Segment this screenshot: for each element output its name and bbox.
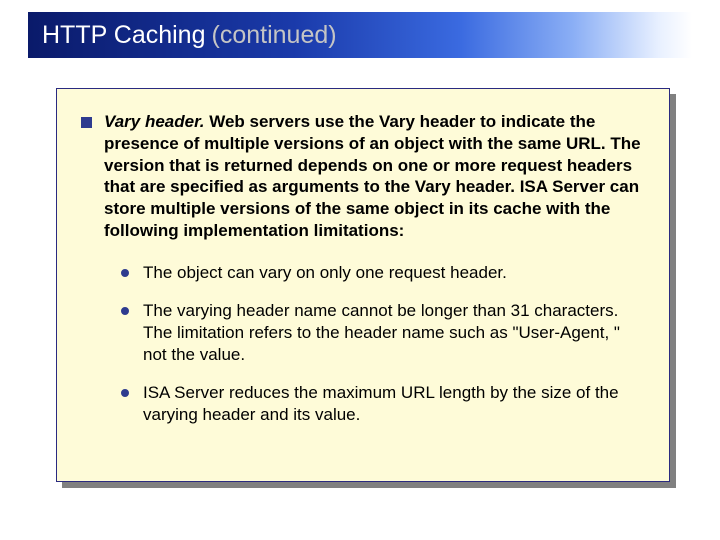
round-bullet-icon	[121, 389, 129, 397]
list-item: ISA Server reduces the maximum URL lengt…	[121, 382, 645, 426]
list-item: The varying header name cannot be longer…	[121, 300, 645, 366]
square-bullet-icon	[81, 117, 92, 128]
main-bullet: Vary header. Web servers use the Vary he…	[81, 111, 645, 242]
list-item: The object can vary on only one request …	[121, 262, 645, 284]
title-bar: HTTP Caching (continued)	[28, 12, 692, 58]
sub-bullet-text-3: ISA Server reduces the maximum URL lengt…	[143, 382, 645, 426]
main-bullet-text: Vary header. Web servers use the Vary he…	[104, 111, 645, 242]
main-bullet-rest: Web servers use the Vary header to indic…	[104, 112, 641, 240]
slide: HTTP Caching (continued) Vary header. We…	[0, 0, 720, 540]
sub-bullet-text-2: The varying header name cannot be longer…	[143, 300, 645, 366]
content-box: Vary header. Web servers use the Vary he…	[56, 88, 670, 482]
round-bullet-icon	[121, 307, 129, 315]
sub-bullet-text-1: The object can vary on only one request …	[143, 262, 507, 284]
round-bullet-icon	[121, 269, 129, 277]
title-paren: (continued)	[212, 21, 337, 50]
sub-list: The object can vary on only one request …	[121, 262, 645, 427]
title-main: HTTP Caching	[42, 21, 206, 50]
vary-header-lead: Vary header.	[104, 112, 205, 131]
